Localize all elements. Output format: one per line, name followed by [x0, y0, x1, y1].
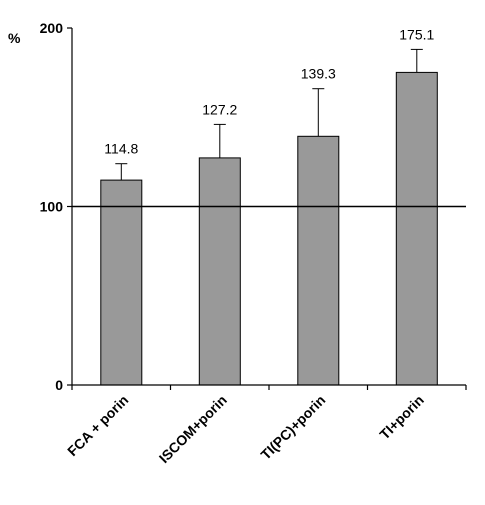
value-label-4: 175.1	[399, 26, 434, 42]
axes-layer	[67, 27, 467, 390]
y-tick-label-0: 0	[55, 377, 63, 393]
category-label-1: FCA + porin	[64, 392, 131, 459]
category-label-2: ISCOM+porin	[156, 392, 230, 466]
bars-layer	[100, 71, 438, 386]
bar-1	[100, 179, 143, 386]
y-tick-label-100: 100	[40, 199, 64, 215]
value-label-3: 139.3	[301, 66, 336, 82]
category-label-3: TI(PC)+porin	[257, 392, 328, 463]
y-tick-label-200: 200	[40, 20, 64, 36]
value-label-2: 127.2	[202, 101, 237, 117]
bar-2	[198, 157, 241, 386]
error-bars-layer	[115, 48, 423, 181]
y-axis-unit-label: %	[8, 30, 21, 46]
value-label-1: 114.8	[104, 141, 138, 157]
bar-4	[395, 71, 438, 386]
category-label-4: TI+porin	[376, 392, 427, 443]
bar-3	[297, 135, 340, 386]
